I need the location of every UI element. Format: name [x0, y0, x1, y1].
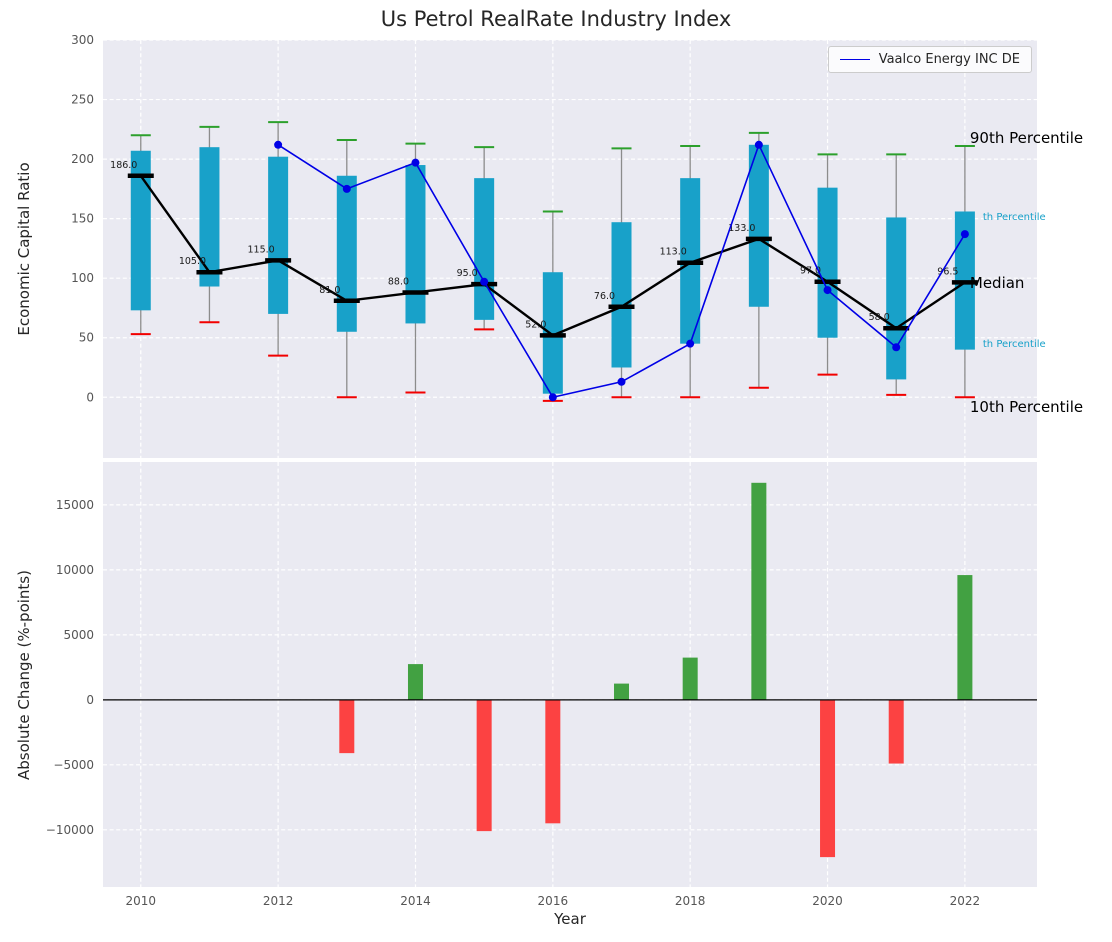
- x-tick-label: 2018: [675, 894, 706, 908]
- y-tick-label: 5000: [63, 628, 94, 642]
- change-bar: [407, 664, 423, 700]
- iqr-box: [748, 144, 769, 307]
- change-bar: [751, 482, 767, 700]
- change-bar: [820, 699, 836, 858]
- change-bar: [957, 575, 973, 700]
- plot-background: [103, 462, 1037, 887]
- y-tick-label: 200: [71, 152, 94, 166]
- x-tick-label: 2014: [400, 894, 431, 908]
- iqr-box: [886, 217, 907, 380]
- company-point: [823, 286, 832, 295]
- change-bar: [339, 699, 355, 754]
- bottom-y-axis-label: Absolute Change (%-points): [15, 570, 33, 780]
- plot-background: [103, 40, 1037, 458]
- change-bar: [545, 699, 561, 824]
- x-tick-label: 2010: [125, 894, 156, 908]
- right-annotation: th Percentile: [983, 339, 1046, 350]
- iqr-box: [268, 156, 289, 314]
- change-bar: [682, 657, 698, 700]
- company-point: [480, 277, 489, 286]
- median-value-label: 88.0: [388, 276, 409, 287]
- x-tick-label: 2022: [950, 894, 981, 908]
- right-annotation: 90th Percentile: [970, 129, 1083, 147]
- change-bar: [476, 699, 492, 832]
- median-value-label: 186.0: [110, 160, 137, 171]
- y-tick-label: 150: [71, 212, 94, 226]
- company-point: [617, 377, 626, 386]
- y-tick-label: 10000: [56, 563, 94, 577]
- top-y-axis-label: Economic Capital Ratio: [15, 162, 33, 336]
- median-value-label: 115.0: [248, 244, 275, 255]
- change-bar: [614, 683, 630, 700]
- iqr-box: [474, 178, 495, 320]
- y-tick-label: 50: [79, 331, 94, 345]
- median-value-label: 113.0: [660, 247, 687, 258]
- y-tick-label: 0: [86, 390, 94, 404]
- iqr-box: [611, 222, 632, 368]
- median-value-label: 52.0: [525, 319, 546, 330]
- x-tick-label: 2020: [812, 894, 843, 908]
- median-value-label: 96.5: [937, 266, 958, 277]
- change-bar: [888, 699, 904, 764]
- median-value-label: 97.0: [800, 266, 821, 277]
- median-value-label: 58.0: [869, 312, 890, 323]
- legend-line-icon: [839, 59, 870, 60]
- company-point: [548, 393, 557, 402]
- legend-series-label: Vaalco Energy INC DE: [878, 52, 1020, 67]
- median-value-label: 133.0: [728, 223, 755, 234]
- median-value-label: 105.0: [179, 256, 206, 267]
- right-annotation: th Percentile: [983, 212, 1046, 223]
- y-tick-label: 15000: [56, 498, 94, 512]
- iqr-box: [817, 187, 838, 338]
- iqr-box: [199, 147, 220, 287]
- right-annotation: Median: [970, 274, 1025, 292]
- right-annotation: 10th Percentile: [970, 398, 1083, 416]
- company-point: [960, 230, 969, 239]
- company-point: [892, 343, 901, 352]
- y-tick-label: 100: [71, 271, 94, 285]
- y-tick-label: 0: [86, 693, 94, 707]
- legend: Vaalco Energy INC DE: [827, 46, 1032, 73]
- company-point: [274, 140, 283, 149]
- company-point: [754, 140, 763, 149]
- company-point: [411, 158, 420, 167]
- iqr-box: [336, 175, 357, 332]
- iqr-box: [130, 150, 151, 311]
- y-tick-label: −5000: [53, 758, 94, 772]
- y-tick-label: −10000: [46, 823, 94, 837]
- x-tick-label: 2012: [263, 894, 294, 908]
- median-value-label: 81.0: [319, 285, 340, 296]
- y-tick-label: 300: [71, 33, 94, 47]
- chart-title: Us Petrol RealRate Industry Index: [380, 7, 732, 31]
- y-tick-label: 250: [71, 93, 94, 107]
- company-point: [342, 184, 351, 193]
- x-axis-label: Year: [554, 910, 586, 928]
- iqr-box: [542, 272, 563, 394]
- x-tick-label: 2016: [538, 894, 569, 908]
- iqr-box: [405, 165, 426, 324]
- median-value-label: 95.0: [457, 268, 478, 279]
- company-point: [686, 339, 695, 348]
- median-value-label: 76.0: [594, 291, 615, 302]
